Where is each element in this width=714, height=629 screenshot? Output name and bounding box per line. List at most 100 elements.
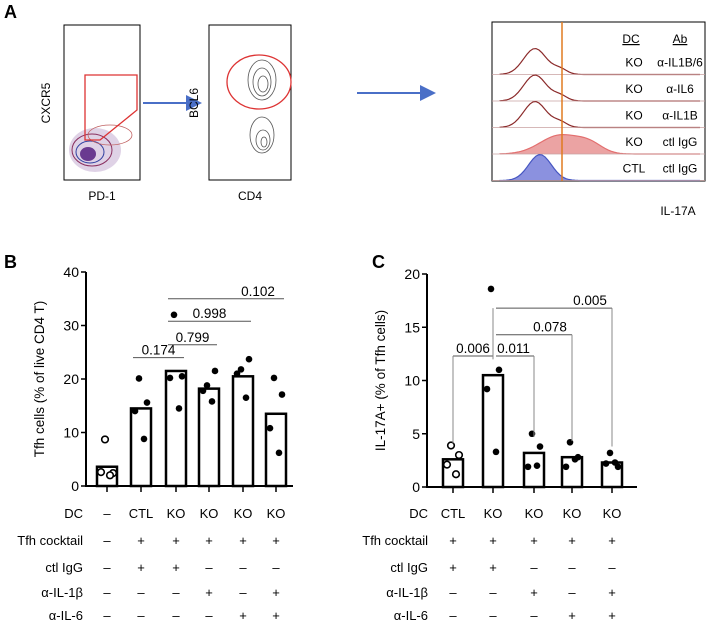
- data-point: [533, 462, 541, 470]
- data-point: [135, 375, 143, 382]
- data-point: [211, 367, 219, 375]
- condition-cell: +: [608, 533, 616, 548]
- y-tick-label: 40: [63, 264, 79, 280]
- condition-cell: +: [608, 585, 616, 600]
- y-axis-label: IL-17A+ (% of Tfh cells): [373, 310, 388, 451]
- condition-row-label: Tfh cocktail: [362, 533, 428, 548]
- condition-cell: –: [272, 560, 280, 575]
- condition-row-label: Tfh cocktail: [17, 533, 83, 548]
- condition-row-label: α-IL-1β: [386, 585, 428, 600]
- data-point: [275, 449, 283, 457]
- condition-cell: +: [172, 533, 180, 548]
- condition-cell: KO: [563, 506, 582, 521]
- condition-cell: +: [272, 585, 280, 600]
- row-ab: ctl IgG: [663, 162, 698, 176]
- data-point: [131, 407, 139, 415]
- condition-cell: +: [205, 533, 213, 548]
- condition-row-label: ctl IgG: [45, 560, 83, 575]
- condition-cell: KO: [200, 506, 219, 521]
- p-value-label: 0.011: [497, 341, 530, 356]
- chart-panel-b: B 0 10 20 30 40 Tfh cells (% of live CD4 T) 0.1…: [4, 252, 293, 623]
- y-tick-label: 15: [404, 319, 420, 335]
- data-point: [536, 443, 544, 450]
- condition-cell: +: [608, 608, 616, 623]
- y-tick-label: 5: [412, 426, 420, 442]
- p-value-label: 0.006: [456, 341, 490, 356]
- p-value-label: 0.998: [193, 306, 227, 321]
- data-point: [487, 285, 495, 293]
- data-point: [178, 373, 186, 380]
- condition-cell: –: [489, 585, 497, 600]
- data-point: [140, 435, 148, 443]
- x-axis-label: IL-17A: [660, 204, 695, 218]
- condition-row-label: α-IL-1β: [41, 585, 83, 600]
- bar: [164, 369, 188, 488]
- bar: [197, 387, 221, 488]
- condition-cell: +: [239, 608, 247, 623]
- condition-cell: +: [205, 585, 213, 600]
- condition-cell: –: [568, 560, 576, 575]
- condition-cell: KO: [267, 506, 286, 521]
- data-point: [278, 391, 286, 398]
- data-point: [495, 366, 503, 374]
- y-tick-label: 10: [404, 373, 420, 389]
- condition-cell: –: [449, 585, 457, 600]
- condition-cell: –: [568, 585, 576, 600]
- data-point: [266, 424, 274, 432]
- p-value-label: 0.102: [241, 284, 275, 299]
- row-dc: KO: [625, 135, 642, 149]
- data-point: [166, 374, 174, 382]
- condition-cell: –: [137, 585, 145, 600]
- row-ab: ctl IgG: [663, 135, 698, 149]
- y-tick-label: 20: [404, 266, 420, 282]
- condition-cell: –: [489, 608, 497, 623]
- panel-label-a: A: [4, 2, 17, 22]
- data-point: [175, 405, 183, 412]
- condition-cell: KO: [484, 506, 503, 521]
- condition-cell: –: [172, 585, 180, 600]
- p-value-label: 0.078: [533, 320, 567, 335]
- y-tick-label: 20: [63, 371, 79, 387]
- condition-cell: +: [137, 533, 145, 548]
- data-point: [100, 435, 110, 444]
- y-axis-label: Tfh cells (% of live CD4 T): [32, 301, 47, 458]
- data-point: [170, 311, 178, 319]
- condition-cell: –: [530, 560, 538, 575]
- header-dc: DC: [622, 32, 640, 46]
- condition-cell: CTL: [441, 506, 466, 521]
- x-axis-label: CD4: [238, 189, 262, 203]
- condition-cell: KO: [234, 506, 253, 521]
- y-axis-label: CXCR5: [39, 82, 53, 123]
- row-dc: KO: [625, 56, 642, 70]
- data-point: [571, 456, 579, 463]
- y-tick-label: 10: [63, 425, 79, 441]
- condition-cell: +: [239, 533, 247, 548]
- condition-cell: –: [530, 608, 538, 623]
- y-tick-label: 0: [71, 478, 79, 494]
- row-dc: KO: [625, 109, 642, 123]
- data-point: [524, 463, 532, 471]
- data-point: [199, 387, 207, 395]
- condition-cell: +: [449, 533, 457, 548]
- data-point: [602, 460, 610, 467]
- condition-cell: +: [489, 533, 497, 548]
- data-point: [143, 399, 151, 406]
- p-value-label: 0.005: [573, 293, 607, 308]
- condition-cell: KO: [603, 506, 622, 521]
- bar: [522, 451, 546, 489]
- condition-cell: +: [568, 533, 576, 548]
- data-point: [105, 471, 115, 480]
- condition-cell: –: [239, 560, 247, 575]
- condition-cell: +: [530, 585, 538, 600]
- condition-cell: KO: [167, 506, 186, 521]
- condition-cell: –: [103, 506, 111, 521]
- condition-row-label: DC: [409, 506, 428, 521]
- data-point: [442, 460, 452, 469]
- condition-cell: –: [172, 608, 180, 623]
- condition-cell: –: [137, 608, 145, 623]
- row-ab: α-IL1B: [662, 109, 698, 123]
- condition-cell: –: [103, 585, 111, 600]
- condition-row-label: α-IL-6: [49, 608, 83, 623]
- bar: [264, 412, 288, 488]
